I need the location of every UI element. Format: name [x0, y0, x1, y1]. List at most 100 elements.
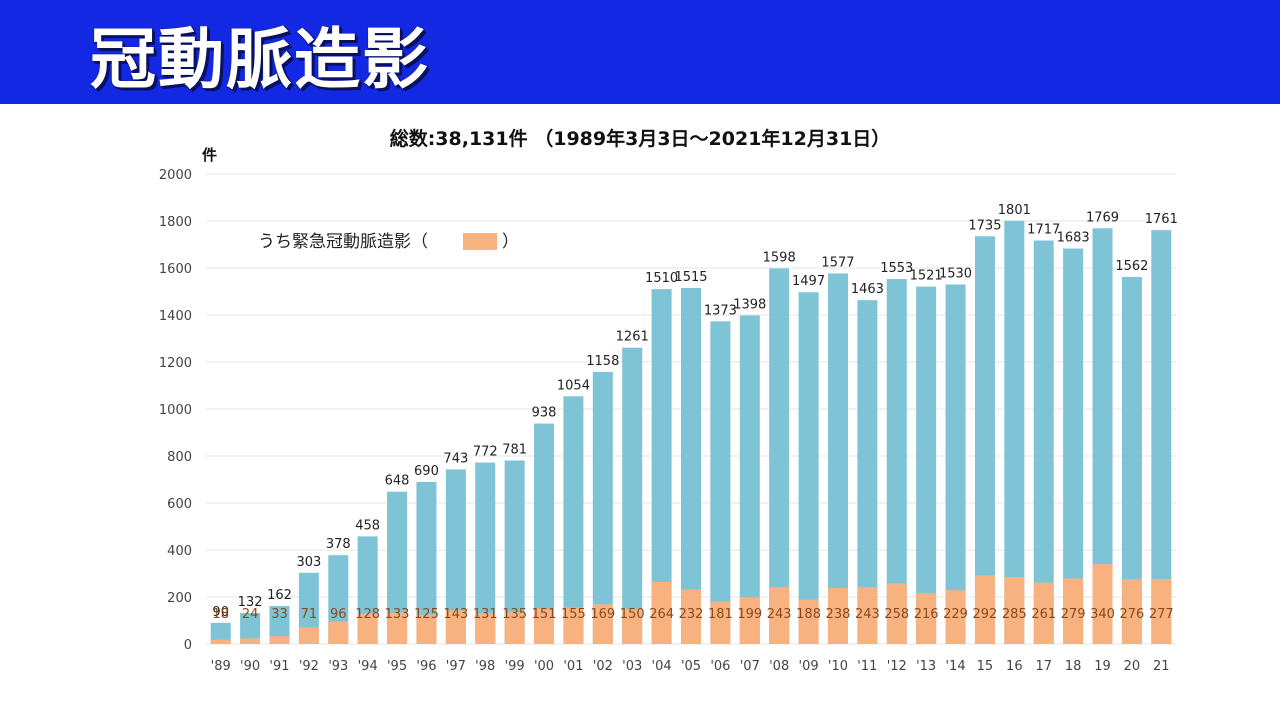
y-axis-label: 件 — [202, 146, 217, 164]
bar-total — [681, 287, 701, 644]
data-label-total: 648 — [385, 474, 410, 489]
x-tick-label: 19 — [1094, 659, 1111, 674]
bar-emergency — [210, 639, 231, 644]
data-label-total: 772 — [473, 445, 498, 460]
data-label-emergency: 258 — [884, 607, 909, 622]
data-label-total: 1801 — [998, 203, 1031, 218]
data-label-total: 1577 — [821, 255, 854, 270]
legend-label-close: ） — [502, 232, 519, 252]
data-label-emergency: 24 — [242, 607, 259, 622]
x-tick-label: '96 — [416, 659, 436, 674]
y-tick-label: 800 — [167, 450, 192, 465]
bar-emergency — [504, 612, 525, 644]
x-tick-label: '95 — [387, 659, 407, 674]
bar-total — [592, 371, 613, 644]
data-label-total: 162 — [267, 588, 292, 603]
data-label-total: 1515 — [674, 270, 707, 285]
x-tick-label: '00 — [534, 659, 554, 674]
chart-title: 総数:38,131件 （1989年3月3日～2021年12月31日） — [389, 128, 891, 150]
data-label-emergency: 143 — [443, 607, 468, 622]
data-label-emergency: 285 — [1002, 607, 1027, 622]
bar-total — [210, 622, 231, 644]
data-label-emergency: 292 — [973, 607, 998, 622]
x-tick-label: '09 — [799, 659, 819, 674]
bar-emergency — [1092, 564, 1113, 644]
y-tick-label: 1400 — [159, 309, 192, 324]
x-tick-label: '08 — [769, 659, 789, 674]
bar-total — [1151, 230, 1172, 645]
bar-total — [1033, 240, 1054, 644]
x-tick-label: '98 — [475, 659, 495, 674]
bar-total — [240, 612, 261, 644]
data-label-total: 132 — [238, 595, 263, 610]
y-tick-label: 1200 — [159, 356, 192, 371]
data-label-emergency: 33 — [271, 607, 288, 622]
data-label-emergency: 18 — [212, 607, 229, 622]
bar-emergency — [445, 610, 466, 644]
bar-emergency — [945, 590, 966, 644]
data-label-emergency: 131 — [473, 607, 498, 622]
bar-emergency — [798, 599, 819, 644]
y-tick-label: 1800 — [159, 215, 192, 230]
bar-emergency — [1033, 582, 1054, 644]
x-tick-label: '92 — [299, 659, 319, 674]
bar-emergency — [563, 607, 584, 644]
bar-total — [1063, 248, 1084, 644]
x-tick-label: '10 — [828, 659, 848, 674]
x-tick-label: 15 — [977, 659, 994, 674]
data-label-emergency: 216 — [914, 607, 939, 622]
x-tick-label: '91 — [269, 659, 289, 674]
bar-emergency — [681, 589, 701, 644]
data-label-total: 1769 — [1086, 210, 1119, 225]
x-tick-label: 17 — [1035, 659, 1052, 674]
bar-emergency — [534, 608, 555, 644]
bar-total — [886, 279, 907, 644]
bar-emergency — [1151, 578, 1172, 644]
bar-emergency — [622, 608, 643, 644]
data-label-total: 1717 — [1027, 223, 1060, 238]
bar-total — [739, 315, 760, 644]
bar-total — [1092, 228, 1113, 644]
data-label-total: 1510 — [645, 271, 678, 286]
data-label-total: 1683 — [1057, 230, 1090, 245]
x-tick-label: '99 — [505, 659, 525, 674]
data-label-emergency: 150 — [620, 607, 645, 622]
y-tick-label: 400 — [167, 544, 192, 559]
bar-total — [974, 236, 995, 644]
y-tick-label: 200 — [167, 591, 192, 606]
x-tick-label: '93 — [328, 659, 348, 674]
bar-total — [945, 284, 966, 644]
bar-total — [1004, 220, 1025, 644]
data-label-emergency: 71 — [301, 607, 318, 622]
header-banner: 冠動脈造影 — [0, 0, 1280, 104]
bar-emergency — [328, 621, 349, 644]
bar-emergency — [974, 575, 995, 644]
x-tick-label: '13 — [916, 659, 936, 674]
bar-emergency — [857, 586, 878, 644]
data-label-emergency: 128 — [355, 607, 380, 622]
bar-emergency — [651, 581, 672, 644]
data-label-total: 1463 — [851, 282, 884, 297]
bar-total — [445, 469, 466, 644]
data-label-total: 90 — [212, 605, 229, 620]
y-tick-label: 1000 — [159, 403, 192, 418]
data-label-emergency: 199 — [737, 607, 762, 622]
bar-emergency — [387, 612, 408, 644]
bar-emergency — [710, 601, 731, 644]
bar-emergency — [269, 636, 290, 644]
data-label-total: 1054 — [557, 378, 590, 393]
data-label-total: 1497 — [792, 274, 825, 289]
x-tick-label: '94 — [358, 659, 378, 674]
x-tick-label: '02 — [593, 659, 613, 674]
legend-swatch — [463, 233, 497, 250]
y-tick-label: 1600 — [159, 262, 192, 277]
page-title: 冠動脈造影 — [90, 21, 430, 98]
data-label-emergency: 261 — [1031, 607, 1056, 622]
data-label-total: 1521 — [910, 269, 943, 284]
data-label-total: 1598 — [763, 250, 796, 265]
bar-total — [563, 396, 584, 644]
data-label-emergency: 238 — [826, 607, 851, 622]
bar-total — [504, 460, 525, 644]
x-tick-label: '12 — [887, 659, 907, 674]
bar-total — [298, 572, 319, 644]
